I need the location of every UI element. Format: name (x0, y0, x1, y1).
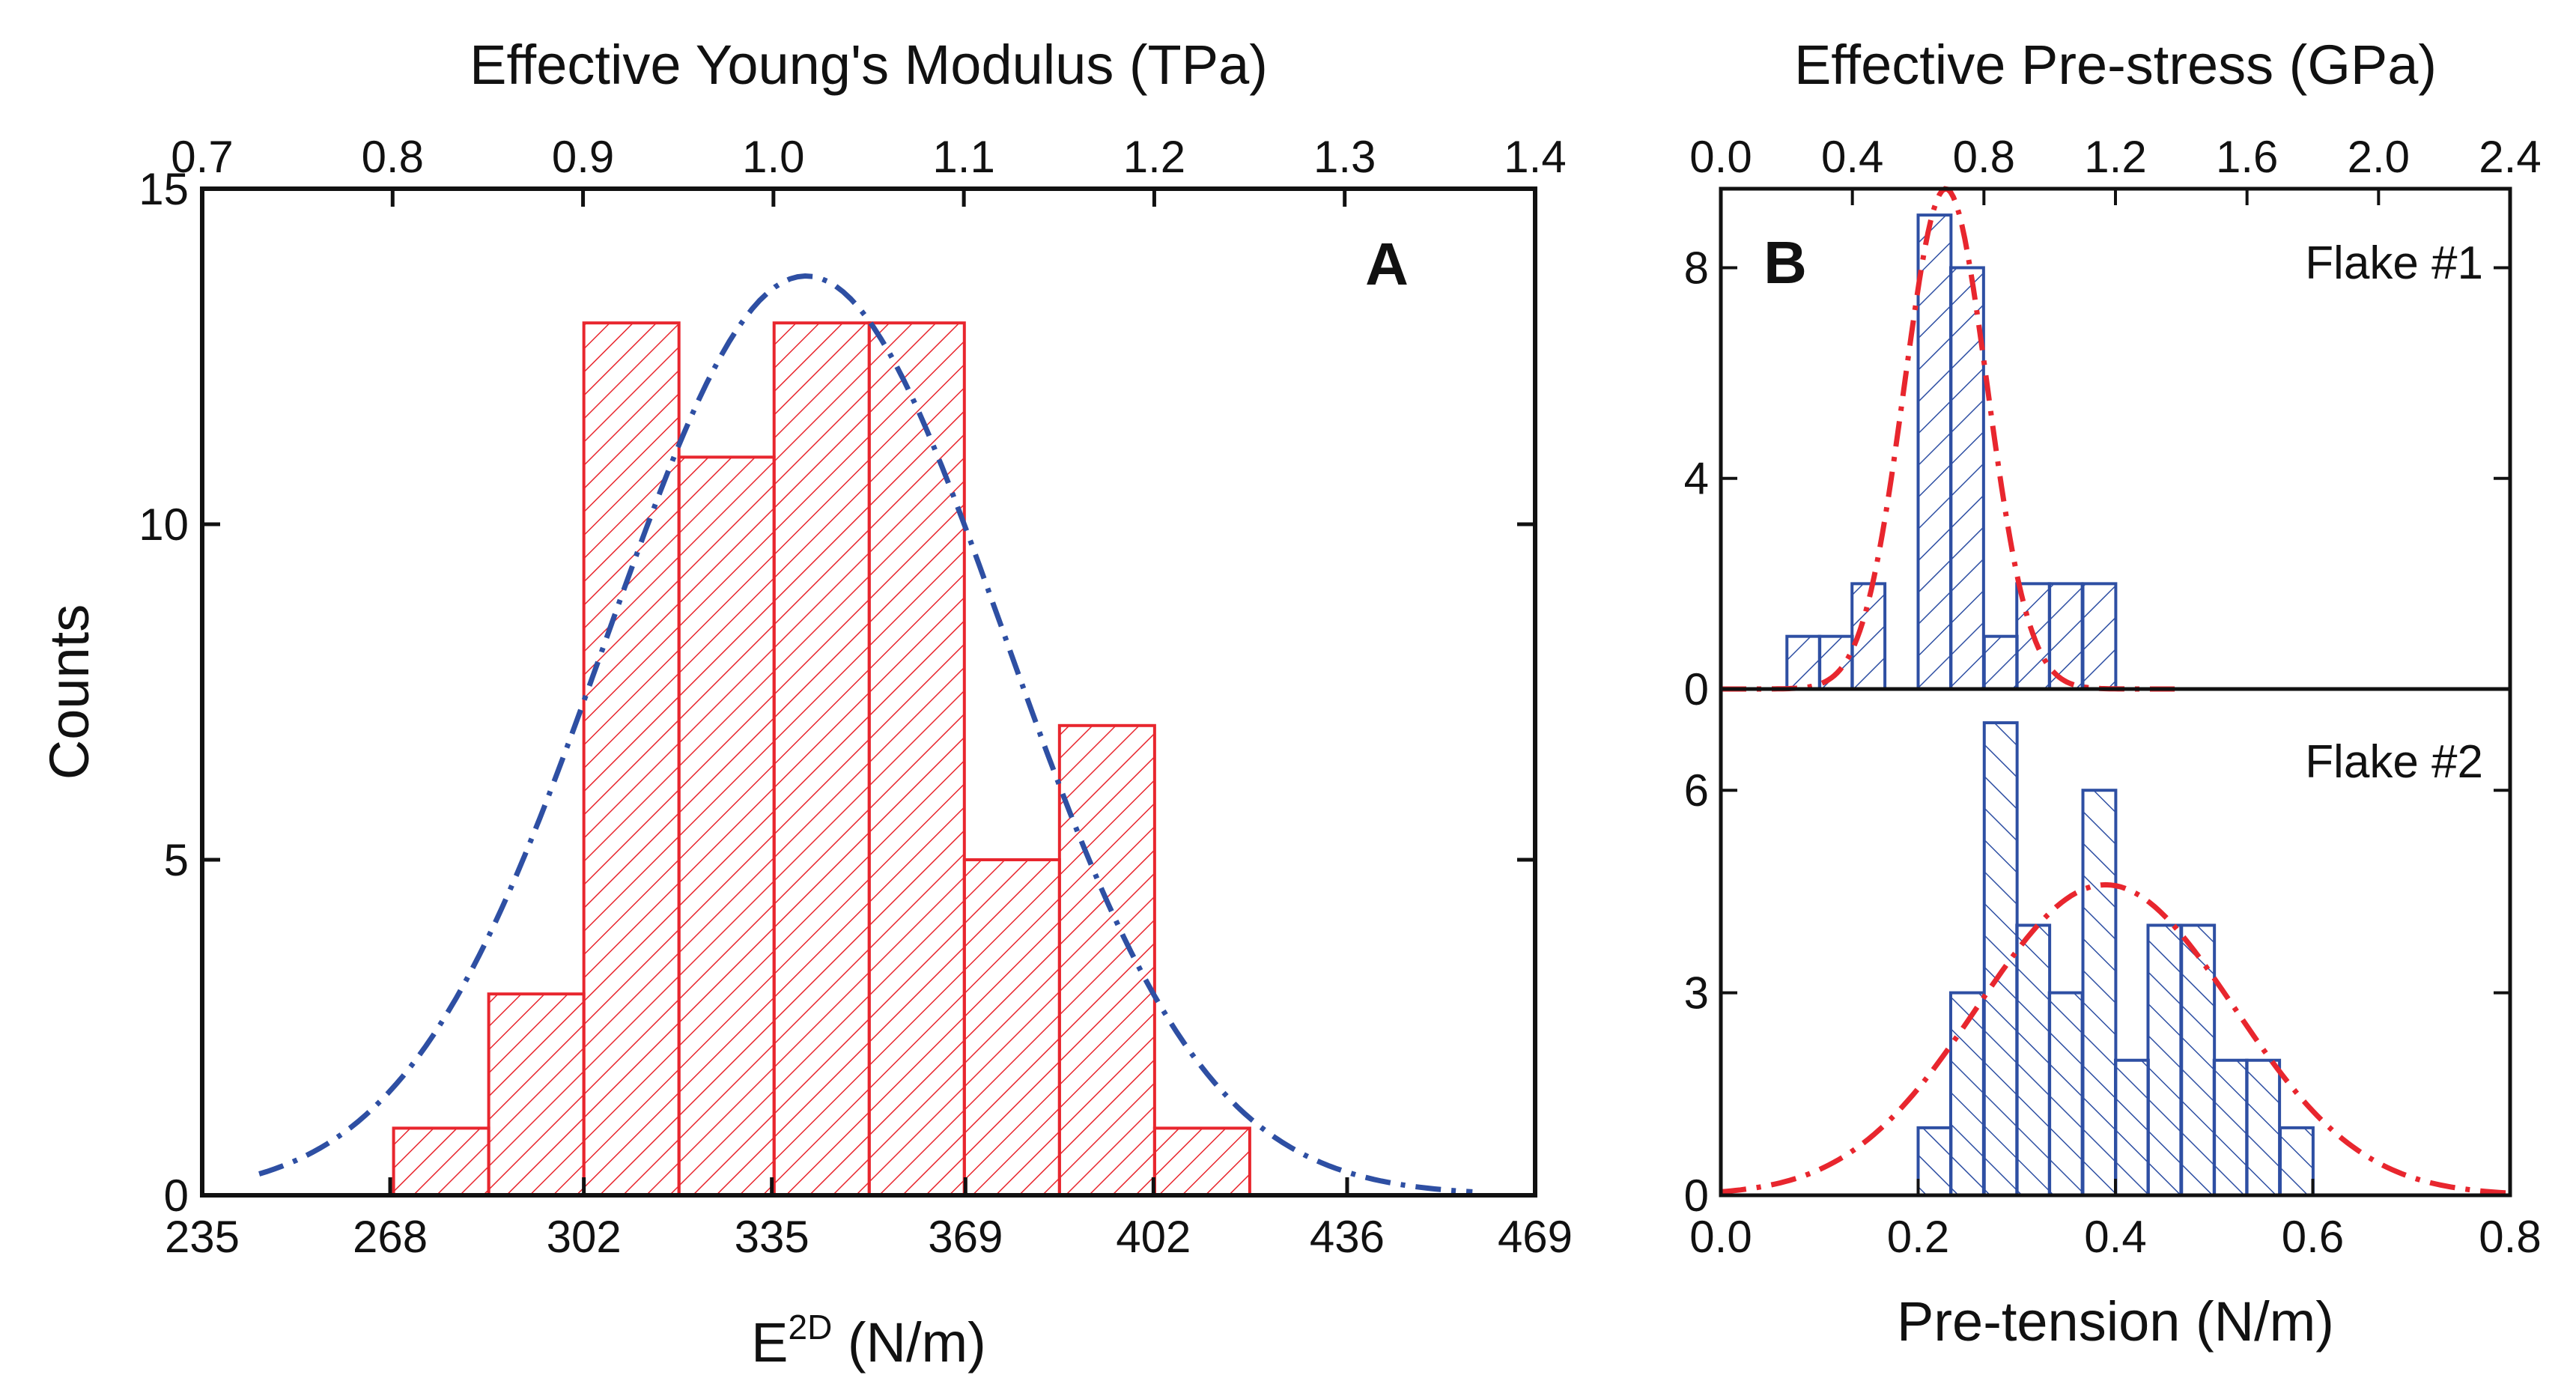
panel-a-letter: A (1365, 231, 1409, 297)
histogram-bar (677, 455, 776, 1197)
top-x-tick-label: 1.4 (1504, 132, 1566, 182)
y-tick-label: 0 (1684, 664, 1709, 714)
panel-b-flake2-gaussian-fit (1720, 881, 2511, 1196)
x-tick-label: 302 (547, 1212, 622, 1262)
y-tick-label: 5 (164, 835, 189, 885)
x-axis-title-unit: (N/m) (832, 1311, 986, 1374)
top-x-tick-label: 1.1 (932, 132, 994, 182)
x-tick-label: 0.8 (2479, 1212, 2541, 1262)
histogram-bar (582, 321, 681, 1198)
top-x-tick-label: 1.6 (2216, 132, 2278, 182)
panel-a-y-axis-title: Counts (38, 604, 100, 780)
x-tick-label: 0.2 (1887, 1212, 1949, 1262)
histogram-bar (867, 321, 966, 1198)
histogram-bar (392, 1126, 490, 1198)
histogram-bar (2180, 923, 2217, 1197)
top-x-tick-label: 2.0 (2348, 132, 2410, 182)
y-tick-label: 0 (164, 1171, 189, 1221)
top-x-tick-label: 0.7 (171, 132, 233, 182)
histogram-bar (962, 858, 1061, 1197)
top-x-tick-label: 0.8 (362, 132, 424, 182)
histogram-bar (2015, 923, 2052, 1197)
histogram-bar (2081, 582, 2118, 691)
panel-b-x-axis-title: Pre-tension (N/m) (1897, 1290, 2334, 1353)
panel-a-bars (392, 321, 1251, 1198)
panel-a-top-axis-title: Effective Young's Modulus (TPa) (470, 34, 1268, 96)
histogram-bar (2146, 923, 2183, 1197)
x-tick-label: 0.4 (2084, 1212, 2146, 1262)
top-x-tick-label: 0.9 (552, 132, 614, 182)
histogram-bar (1916, 1126, 1953, 1198)
panel-b-ticks: 0.0 0.2 0.4 0.6 0.8 0.0 0.4 0.8 1.2 1.6 2.0 2.4 0 4 8 0… (1684, 132, 2542, 1262)
top-x-tick-label: 0.4 (1821, 132, 1883, 182)
y-tick-label: 0 (1684, 1171, 1709, 1221)
y-tick-label: 4 (1684, 454, 1709, 504)
panel-b: 0.0 0.2 0.4 0.6 0.8 0.0 0.4 0.8 1.2 1.6 2.0 2.4 0 4 8 0… (1684, 34, 2542, 1353)
x-tick-label: 436 (1310, 1212, 1385, 1262)
top-x-tick-label: 1.0 (742, 132, 804, 182)
x-tick-label: 469 (1498, 1212, 1573, 1262)
panel-a-frame (200, 186, 1537, 1198)
histogram-bar (2245, 1058, 2282, 1197)
x-tick-label: 0.0 (1689, 1212, 1752, 1262)
histogram-bar (1152, 1126, 1251, 1198)
y-tick-label: 8 (1684, 243, 1709, 293)
panel-a-x-axis-title: E2D (N/m) (751, 1308, 986, 1374)
x-tick-label: 335 (735, 1212, 809, 1262)
top-x-tick-label: 2.4 (2479, 132, 2541, 182)
histogram-bar (2212, 1058, 2249, 1197)
histogram-bar (772, 321, 871, 1198)
x-tick-label: 235 (165, 1212, 240, 1262)
histogram-bar (2114, 1058, 2150, 1197)
top-x-tick-label: 1.2 (2084, 132, 2146, 182)
histogram-bar (2081, 789, 2118, 1197)
panel-b-letter: B (1764, 229, 1807, 296)
y-tick-label: 3 (1684, 968, 1709, 1019)
top-x-tick-label: 0.8 (1953, 132, 2015, 182)
histogram-bar (1916, 213, 1953, 691)
top-x-tick-label: 1.3 (1313, 132, 1376, 182)
panel-b-top-axis-title: Effective Pre-stress (GPa) (1794, 34, 2437, 96)
x-tick-label: 369 (928, 1212, 1003, 1262)
panel-b-flake2-label: Flake #2 (2305, 736, 2483, 788)
x-tick-label: 402 (1116, 1212, 1191, 1262)
x-axis-title-superscript: 2D (789, 1308, 833, 1347)
histogram-bar (1057, 723, 1156, 1197)
y-tick-label: 6 (1684, 765, 1709, 816)
y-tick-label: 15 (139, 164, 189, 214)
y-tick-label: 10 (139, 500, 189, 550)
histogram-bar (1982, 634, 2019, 691)
panel-b-flake2-bars (1916, 721, 2315, 1198)
x-tick-label: 268 (353, 1212, 428, 1262)
histogram-bar (1982, 721, 2019, 1197)
histogram-bar (2047, 991, 2084, 1197)
x-tick-label: 0.6 (2282, 1212, 2344, 1262)
histogram-bar (2279, 1126, 2315, 1198)
top-x-tick-label: 0.0 (1689, 132, 1752, 182)
histogram-bar (487, 992, 586, 1197)
panel-a-ticks: 235 268 302 335 369 402 436 469 0 5 10 150.7 0.8 0.9 1… (139, 132, 1573, 1262)
x-axis-title-symbol: E (751, 1311, 788, 1374)
panel-b-flake1-bars (1785, 213, 2118, 691)
panel-b-flake1-label: Flake #1 (2305, 237, 2483, 289)
panel-a: 235 268 302 335 369 402 436 469 0 5 10 150.7 0.8 0.9 1… (38, 34, 1573, 1374)
histogram-bar (1785, 634, 1822, 691)
top-x-tick-label: 1.2 (1123, 132, 1185, 182)
